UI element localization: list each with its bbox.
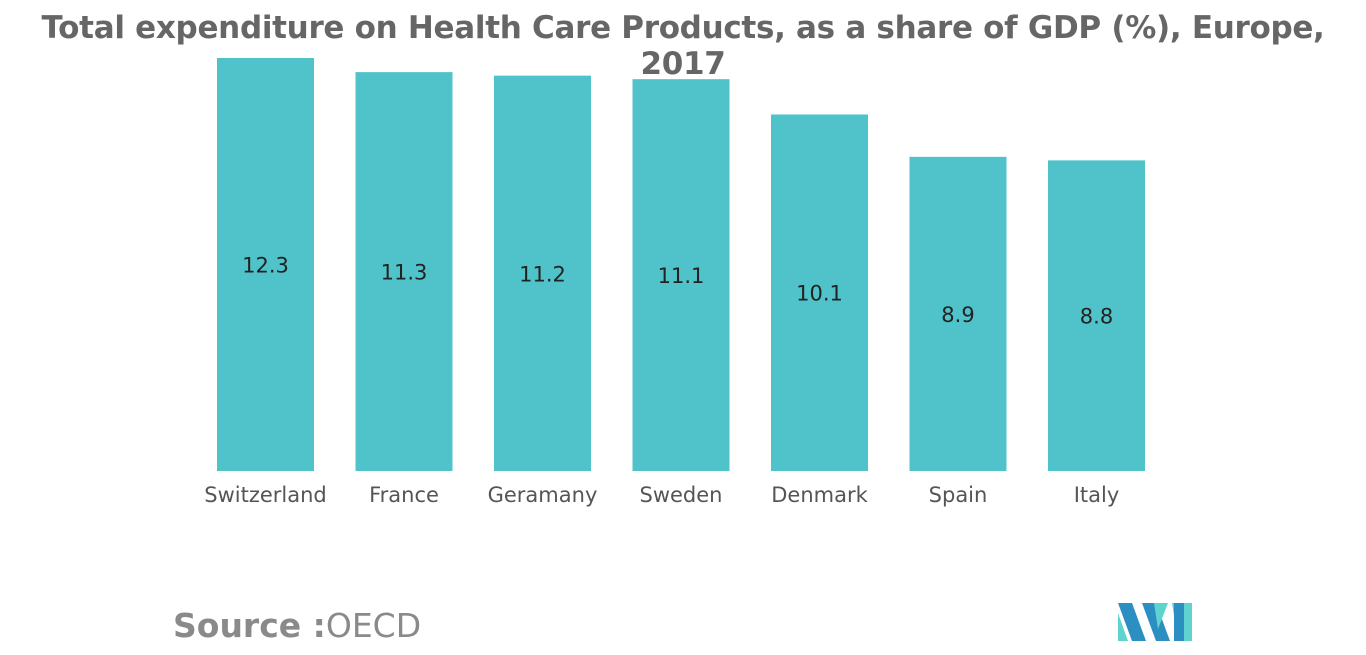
value-label-sweden: 11.1 bbox=[658, 264, 705, 288]
bars-group bbox=[217, 58, 1145, 472]
category-label-geramany: Geramany bbox=[488, 483, 598, 507]
bar-italy bbox=[1048, 160, 1145, 471]
value-label-italy: 8.8 bbox=[1080, 305, 1113, 329]
bar-switzerland bbox=[217, 58, 314, 471]
value-label-denmark: 10.1 bbox=[796, 282, 843, 306]
logo-shape-4 bbox=[1154, 603, 1168, 629]
bar-sweden bbox=[632, 79, 730, 471]
category-label-france: France bbox=[369, 483, 439, 507]
category-label-switzerland: Switzerland bbox=[204, 483, 327, 507]
value-label-switzerland: 12.3 bbox=[242, 254, 289, 278]
logo-shape-6 bbox=[1174, 603, 1184, 641]
value-labels-group: 12.3 11.3 11.2 11.1 10.1 8.9 8.8 bbox=[242, 254, 1113, 329]
source-note: Source :OECD bbox=[173, 606, 421, 645]
category-label-sweden: Sweden bbox=[640, 483, 723, 507]
logo-shape-3 bbox=[1142, 603, 1170, 641]
chart-title: Total expenditure on Health Care Product… bbox=[41, 10, 1325, 82]
value-label-france: 11.3 bbox=[381, 261, 428, 285]
mordor-intelligence-logo-icon bbox=[1118, 603, 1192, 641]
category-label-italy: Italy bbox=[1074, 483, 1120, 507]
category-label-spain: Spain bbox=[929, 483, 988, 507]
bar-denmark bbox=[771, 114, 868, 471]
bar-spain bbox=[909, 156, 1007, 472]
logo-shape-2 bbox=[1118, 613, 1128, 641]
source-label: Source : bbox=[173, 606, 326, 645]
value-label-spain: 8.9 bbox=[941, 303, 974, 327]
source-value: OECD bbox=[325, 606, 422, 645]
bar-geramany bbox=[494, 75, 591, 472]
category-labels-group: Switzerland France Geramany Sweden Denmark Sp… bbox=[204, 483, 1119, 507]
bar-france bbox=[355, 72, 453, 471]
value-label-geramany: 11.2 bbox=[519, 262, 566, 286]
logo-shape-1 bbox=[1118, 603, 1146, 641]
category-label-denmark: Denmark bbox=[771, 483, 868, 507]
